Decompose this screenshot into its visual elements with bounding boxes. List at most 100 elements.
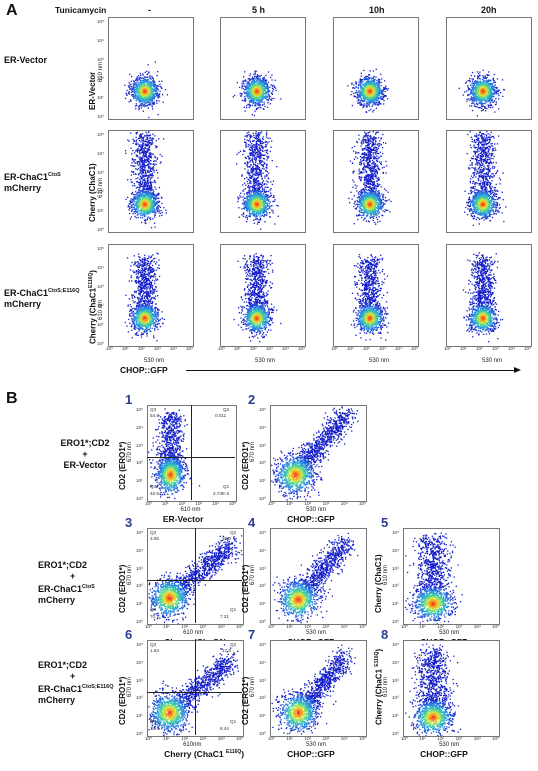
b-1-xtick-1: 10¹ xyxy=(162,501,169,506)
quadrant-q3-label-3: Q3 xyxy=(150,530,156,535)
flow-plot-b-8 xyxy=(403,640,500,737)
xunit-b-6: 610nm xyxy=(183,742,201,748)
a-r2-c0-ytick-2: 10² xyxy=(97,303,104,308)
b-8-ytick-4: 10⁴ xyxy=(392,660,399,665)
quadrant-q4-value-3: 70.1 xyxy=(150,614,159,619)
b-6-ytick-3: 10³ xyxy=(136,678,143,683)
a-r2-c3-xtick-1: 10¹ xyxy=(460,346,467,351)
b-3-ytick-4: 10⁴ xyxy=(136,548,143,553)
row-label-b-2: ERO1*;CD2 + ER-ChaC1CtoS;E116Q mCherry xyxy=(38,660,114,706)
b-5-xtick-0: 10⁰ xyxy=(401,624,408,630)
xlabel-b-1: ER-Vector xyxy=(163,514,204,524)
b-3-ytick-3: 10³ xyxy=(136,566,143,571)
ylabel-a-1: Cherry (ChaC1) xyxy=(88,163,97,222)
yunit-b-8: 610 nm xyxy=(383,677,389,697)
b-2-xtick-3: 10³ xyxy=(323,501,330,506)
b-6-ytick-4: 10⁴ xyxy=(136,660,143,665)
b-7-xtick-3: 10³ xyxy=(323,736,330,741)
b-1-xtick-3: 10³ xyxy=(195,501,202,506)
b-2-xtick-5: 10⁵ xyxy=(359,501,366,506)
b-8-xtick-5: 10⁵ xyxy=(492,736,499,741)
quadrant-q2-value-3: 20.3 xyxy=(222,536,231,541)
a-r2-c0-xtick-4: 10⁴ xyxy=(170,346,177,351)
quadrant-q4-label-6: Q4 xyxy=(150,719,156,724)
b-7-xtick-0: 10⁰ xyxy=(268,736,275,742)
xunit-b-1: 610 nm xyxy=(180,507,200,513)
xlabel-b-7: CHOP::GFP xyxy=(287,749,335,759)
flow-plot-a-r1-c2 xyxy=(333,130,419,233)
xunit-b-7: 530 nm xyxy=(306,742,326,748)
b-4-xtick-4: 10⁴ xyxy=(341,624,348,629)
b-3-xtick-3: 10³ xyxy=(200,624,207,629)
plot-number-3: 3 xyxy=(125,515,132,530)
yunit-b-6: 670 nm xyxy=(127,677,133,697)
quadrant-q1-value-3: 7.21 xyxy=(220,614,229,619)
a-r2-c2-xtick-1: 10¹ xyxy=(347,346,354,351)
b-4-xtick-1: 10¹ xyxy=(286,624,293,629)
b-2-ytick-1: 10¹ xyxy=(259,478,266,483)
b-6-ytick-1: 10¹ xyxy=(136,713,143,718)
b-1-xtick-2: 10² xyxy=(179,501,186,506)
b-1-ytick-5: 10⁵ xyxy=(136,407,143,412)
b-3-xtick-5: 10⁵ xyxy=(236,624,243,629)
quadrant-q2-label-6: Q2 xyxy=(230,642,236,647)
b-7-xtick-5: 10⁵ xyxy=(359,736,366,741)
flow-plot-a-r2-c3 xyxy=(446,244,532,347)
flow-plot-a-r2-c2 xyxy=(333,244,419,347)
ylabel-b-3: CD2 (ERO1*) xyxy=(118,565,127,613)
row-label-b-0: ERO1*;CD2 + ER-Vector xyxy=(45,438,125,471)
a-r2-c3-xtick-4: 10⁴ xyxy=(508,346,515,351)
b-1-xtick-5: 10⁵ xyxy=(229,501,236,506)
a-r2-c0-ytick-1: 10¹ xyxy=(97,322,104,327)
b-8-xtick-1: 10¹ xyxy=(419,736,426,741)
a-r2-c0-ytick-0: 10⁰ xyxy=(97,341,104,347)
a-r2-c0-ytick-3: 10³ xyxy=(97,284,104,289)
b-7-ytick-0: 10⁰ xyxy=(259,731,266,737)
b-8-xtick-4: 10⁴ xyxy=(474,736,481,741)
xunit-b-3: 610 nm xyxy=(183,630,203,636)
a-r2-c3-xtick-0: 10⁰ xyxy=(444,346,451,352)
b-1-ytick-1: 10¹ xyxy=(136,478,143,483)
b-2-xtick-1: 10¹ xyxy=(286,501,293,506)
xunit-a-0: 530 nm xyxy=(144,358,164,364)
b-1-ytick-3: 10³ xyxy=(136,443,143,448)
quadrant-q3-value-6: 1.63 xyxy=(150,648,159,653)
a-r1-c0-ytick-0: 10⁰ xyxy=(97,227,104,233)
b-3-ytick-0: 10⁰ xyxy=(136,619,143,625)
flow-plot-a-r1-c1 xyxy=(220,130,306,233)
quadrant-q3-label-1: Q3 xyxy=(150,407,156,412)
b-3-xtick-0: 10⁰ xyxy=(145,624,152,630)
quadrant-gate-horizontal xyxy=(147,580,242,582)
x-axis-label-a: CHOP::GFP xyxy=(120,365,168,375)
a-r1-c0-ytick-2: 10² xyxy=(97,189,104,194)
b-7-ytick-5: 10⁵ xyxy=(259,642,266,647)
col-header-2: 10h xyxy=(369,5,385,15)
b-2-ytick-3: 10³ xyxy=(259,443,266,448)
b-4-ytick-2: 10² xyxy=(259,583,266,588)
b-4-xtick-3: 10³ xyxy=(323,624,330,629)
flow-plot-a-r0-c3 xyxy=(446,17,532,120)
quadrant-q1-value-6: 8.44 xyxy=(220,726,229,731)
b-3-ytick-1: 10¹ xyxy=(136,601,143,606)
quadrant-gate-vertical xyxy=(191,405,192,500)
row-label-a-2: ER-ChaC1CtoS;E116Q mCherry xyxy=(4,286,80,310)
panel-a-letter: A xyxy=(6,2,18,20)
flow-plot-a-r2-c0 xyxy=(108,244,194,347)
yunit-b-5: 610 nm xyxy=(383,565,389,585)
yunit-b-2: 670 nm xyxy=(250,442,256,462)
b-8-ytick-5: 10⁵ xyxy=(392,642,399,647)
b-5-xtick-1: 10¹ xyxy=(419,624,426,629)
plot-number-1: 1 xyxy=(125,392,132,407)
ylabel-b-7: CD2 (ERO1*) xyxy=(241,677,250,725)
a-r2-c3-xtick-2: 10² xyxy=(476,346,483,351)
ylabel-b-1: CD2 (ERO1*) xyxy=(118,442,127,490)
b-5-ytick-1: 10¹ xyxy=(392,601,399,606)
a-r2-c3-xtick-5: 10⁵ xyxy=(524,346,531,351)
b-8-xtick-0: 10⁰ xyxy=(401,736,408,742)
yunit-b-3: 670 nm xyxy=(127,565,133,585)
a-r0-c0-ytick-0: 10⁰ xyxy=(97,114,104,120)
xunit-a-2: 530 nm xyxy=(369,358,389,364)
plot-number-5: 5 xyxy=(381,515,388,530)
ylabel-b-4: CD2 (ERO1*) xyxy=(241,565,250,613)
col-header-3: 20h xyxy=(481,5,497,15)
